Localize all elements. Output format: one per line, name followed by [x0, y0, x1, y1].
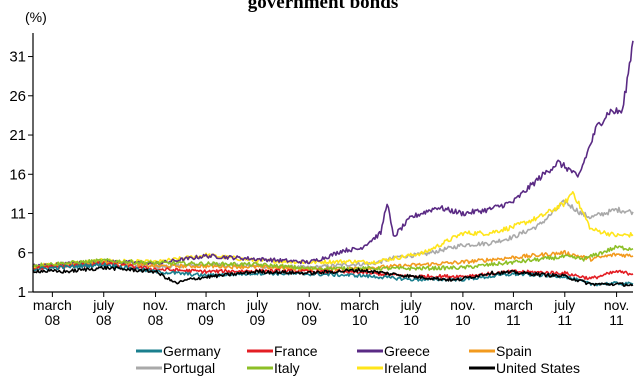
x-tick-label-line: 08 — [148, 312, 164, 328]
series-line-greece — [32, 40, 634, 268]
x-tick-label-line: nov. — [450, 297, 475, 313]
y-tick-label: 6 — [18, 245, 26, 262]
x-tick-label-line: march — [33, 297, 72, 313]
x-tick-label-line: 09 — [301, 312, 317, 328]
x-tick-label: nov. 08 — [143, 297, 168, 328]
x-tick-label: july 08 — [92, 297, 114, 328]
legend: Germany France Greece Spain Portugal Italy Ire… — [136, 343, 580, 376]
y-tick-label: 16 — [9, 166, 26, 183]
x-tick-label-line: 10 — [352, 312, 368, 328]
legend-label: Spain — [496, 343, 532, 359]
x-tick-label-line: nov. — [296, 297, 321, 313]
x-tick-label-line: july — [92, 297, 114, 313]
x-tick-label: march 09 — [187, 297, 226, 328]
y-tick-label: 11 — [10, 206, 26, 223]
x-tick-label: july 10 — [400, 297, 422, 328]
y-tick-label: 26 — [9, 88, 26, 105]
x-tick-label: march 11 — [494, 297, 533, 328]
x-tick-label: july 11 — [553, 297, 575, 328]
legend-label: Italy — [274, 360, 300, 376]
series-line-italy — [32, 244, 634, 272]
x-tick-label-line: 11 — [609, 312, 624, 328]
x-tick-label-line: 09 — [250, 312, 266, 328]
y-tick-label: 31 — [9, 49, 26, 66]
x-tick-label-line: march — [494, 297, 533, 313]
x-tick-label-line: 08 — [96, 312, 112, 328]
legend-label: Greece — [384, 343, 430, 359]
legend-label: United States — [496, 360, 580, 376]
x-tick-label: march 08 — [33, 297, 72, 328]
x-tick-label-line: 11 — [558, 312, 573, 328]
y-tick-label: 1 — [18, 284, 26, 301]
x-tick-label-line: 10 — [455, 312, 471, 328]
legend-label: Ireland — [384, 360, 427, 376]
y-axis-unit: (%) — [25, 9, 47, 25]
x-tick-label: july 09 — [246, 297, 268, 328]
x-tick-label-line: 10 — [403, 312, 419, 328]
x-tick-label-line: nov. — [143, 297, 168, 313]
x-tick-label-line: march — [187, 297, 226, 313]
x-tick-label-line: july — [553, 297, 575, 313]
y-tick-label: 21 — [9, 127, 26, 144]
x-tick-label-line: 11 — [506, 312, 521, 328]
x-tick-label-line: july — [400, 297, 422, 313]
x-tick-label-line: march — [340, 297, 379, 313]
x-tick-label-line: july — [246, 297, 268, 313]
x-tick-label-line: nov. — [604, 297, 629, 313]
x-tick-label-line: 08 — [45, 312, 61, 328]
series-line-united-states — [32, 265, 634, 287]
legend-label: France — [274, 343, 318, 359]
x-tick-label: nov. 11 — [604, 297, 629, 328]
x-tick-label-line: 09 — [198, 312, 214, 328]
chart-title: government bonds — [248, 0, 398, 13]
legend-label: Germany — [163, 343, 221, 359]
legend-label: Portugal — [163, 360, 215, 376]
series-layer — [32, 40, 634, 287]
x-tick-label: nov. 09 — [296, 297, 321, 328]
x-tick-label: nov. 10 — [450, 297, 475, 328]
x-tick-label: march 10 — [340, 297, 379, 328]
